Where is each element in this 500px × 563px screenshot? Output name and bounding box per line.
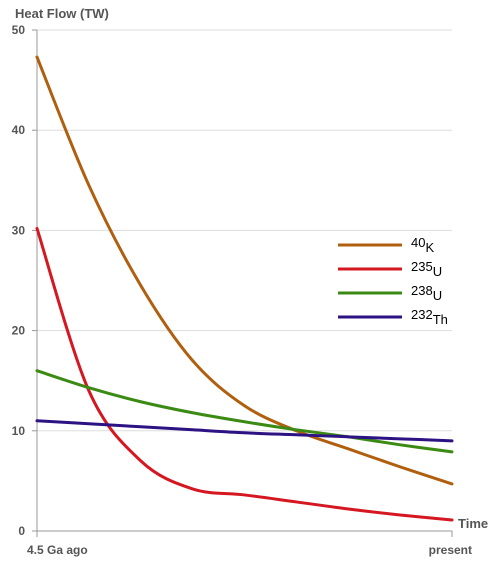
x-tick-label-1: present [429, 543, 472, 557]
series-line-235U [35, 226, 454, 522]
y-tick-label-10: 10 [12, 424, 26, 438]
legend: 40K 235U 238U 232Th [338, 235, 448, 327]
legend-label-40K: 40K [411, 235, 434, 255]
y-tick-label-30: 30 [12, 223, 26, 237]
series-line-232Th [35, 419, 454, 443]
series-lines [35, 55, 454, 522]
series-line-40K [35, 55, 454, 486]
series-line-238U [35, 369, 454, 454]
legend-label-238U: 238U [411, 283, 442, 303]
y-axis-title: Heat Flow (TW) [15, 6, 109, 21]
x-axis-title: Time [458, 516, 488, 531]
y-tick-label-20: 20 [12, 324, 26, 338]
gridlines [37, 29, 452, 432]
x-tick-label-0: 4.5 Ga ago [27, 543, 88, 557]
y-tick-label-40: 40 [12, 123, 26, 137]
y-tick-label-0: 0 [18, 524, 25, 538]
legend-label-232Th: 232Th [411, 307, 448, 327]
y-tick-label-50: 50 [12, 23, 26, 37]
legend-label-235U: 235U [411, 259, 442, 279]
axes: 0 10 20 30 40 50 4.5 Ga ago present [12, 23, 472, 557]
